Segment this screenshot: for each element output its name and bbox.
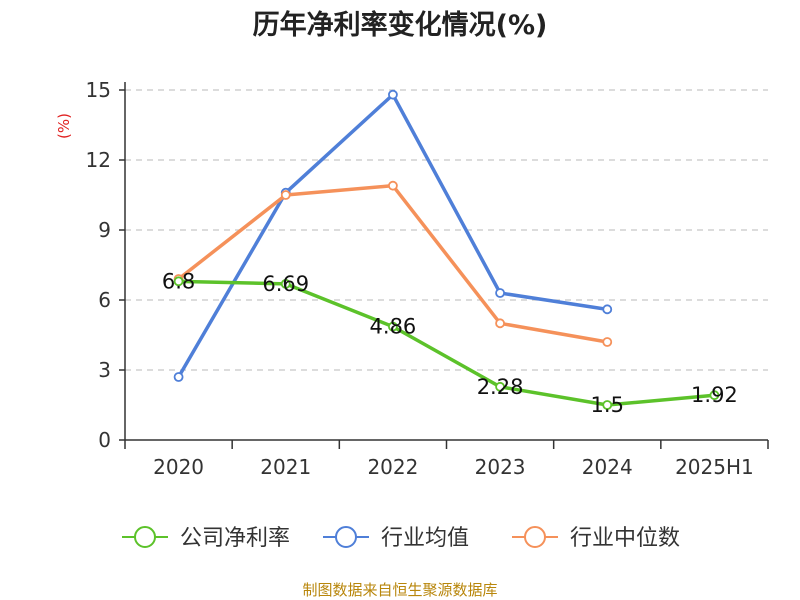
y-axis-label: (%) [55,113,73,139]
legend[interactable]: 公司净利率 行业均值 行业中位数 [122,526,680,551]
y-tick-label: 6 [98,288,111,312]
data-point [388,89,398,100]
legend-marker [134,526,156,548]
legend-label: 公司净利率 [180,526,290,551]
y-tick-label: 12 [86,148,111,172]
series-lines: 6.8 6.69 4.86 2.28 1.5 1.92 [162,89,738,417]
data-point [280,278,291,289]
x-tick-label: 2021 [260,455,311,479]
x-tick-label: 2025H1 [675,455,754,479]
x-tick-label: 2023 [475,455,526,479]
data-label: 2.28 [477,375,524,399]
data-point [388,180,398,191]
data-point [602,337,613,347]
x-tick-label: 2022 [367,455,418,479]
data-point [280,190,291,200]
legend-marker [335,526,357,548]
x-tick-label: 2024 [582,455,633,479]
data-label: 1.92 [691,383,738,407]
data-point [495,318,505,329]
gridlines [125,89,768,371]
legend-item-2[interactable]: 行业中位数 [512,526,680,551]
data-point [495,288,505,298]
chart-title: 历年净利率变化情况(%) [253,9,548,41]
legend-label: 行业中位数 [570,526,680,551]
data-label: 6.8 [162,269,195,293]
x-tick-label: 2020 [153,455,204,479]
data-label: 6.69 [262,272,309,296]
data-label: 1.5 [591,393,624,417]
legend-marker [524,526,546,548]
data-label: 4.86 [370,315,417,339]
y-tick-label: 3 [98,358,111,382]
data-source-note: 制图数据来自恒生聚源数据库 [302,581,497,599]
legend-item-1[interactable]: 行业均值 [323,526,469,551]
y-tick-label: 0 [98,428,111,452]
legend-item-0[interactable]: 公司净利率 [122,526,290,551]
series-line-0 [178,279,715,407]
axes: 0 3 6 9 12 15 2020 2021 2022 2023 2024 2025H1 [86,78,769,479]
data-point [602,304,613,315]
data-point [495,381,505,392]
data-point [173,372,184,382]
data-point [709,390,720,401]
data-point [602,400,613,410]
data-point [173,276,184,287]
y-tick-label: 9 [98,218,111,242]
legend-label: 行业均值 [381,526,469,551]
y-tick-label: 15 [86,78,111,102]
data-point [388,321,398,332]
